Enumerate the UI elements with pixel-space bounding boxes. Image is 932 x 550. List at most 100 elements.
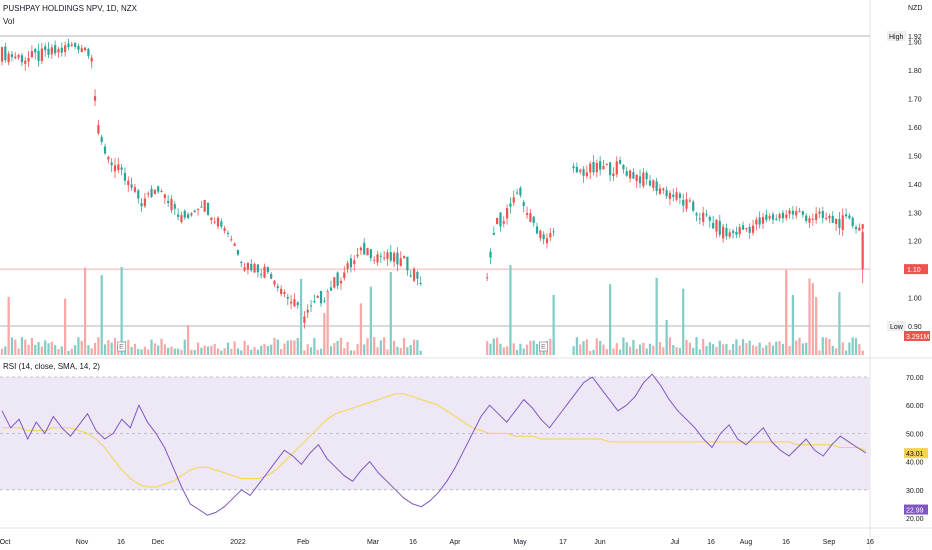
candle-body [17,54,20,58]
candle-body [409,275,412,277]
volume-bar [246,344,250,355]
candle-body [708,216,711,221]
volume-badge-label: 3.291M [906,334,930,341]
candle-body [675,192,678,200]
volume-bar [393,340,396,355]
volume-bar [210,345,213,355]
candle-body [628,170,632,179]
candle-body [685,199,688,209]
volume-bar [648,343,652,355]
volume-bar [844,350,848,355]
volume-bar [612,348,615,355]
volume-bar [216,348,220,355]
candle-body [273,280,276,285]
volume-bar [861,350,864,355]
rsi-tick-label: 50.00 [906,431,924,438]
candle-body [160,190,163,192]
volume-bar [695,337,698,355]
candle-body [808,218,811,223]
candle-body [30,51,34,58]
volume-bar [113,337,117,355]
rsi-badge [904,504,928,515]
volume-bar [173,348,176,355]
volume-bar [486,341,489,355]
price-axis[interactable]: 1.90 1.80 1.70 1.60 1.50 1.40 1.30 1.20 1.00 0.90… [887,5,930,341]
candle-body [609,162,612,176]
volume-bar [260,345,263,355]
candle-body [120,167,123,170]
candle-body [213,221,216,223]
rsi-tick-label: 60.00 [906,403,924,410]
candle-body [133,187,137,192]
candle-body [4,46,7,61]
candle-body [210,217,213,221]
candle-body [788,210,791,214]
rsi-line [1,373,867,516]
candle-body [167,200,170,203]
candle-body [542,234,545,240]
volume-bar [765,345,768,355]
candle-body [525,213,529,215]
volume-bar [828,338,831,355]
volume-bar [316,349,319,355]
candle-body [333,277,336,288]
volume-bar [163,344,166,355]
volume-bar [319,348,323,355]
candle-body [349,258,353,268]
candle-body [698,218,701,220]
candle-body [110,162,113,166]
volume-bar [366,338,369,355]
volume-bar [230,348,233,355]
candle-body [712,222,715,229]
volume-bar [193,349,196,355]
volume-bar [785,270,788,355]
volume-bar [213,343,216,355]
volume-bar [133,343,137,355]
candle-body [293,299,296,307]
candle-body [406,256,409,271]
volume-bar [731,344,735,355]
candle-body [718,220,721,235]
rsi-pane[interactable] [0,373,870,516]
candle-body [243,267,246,271]
volume-bar [100,275,103,355]
candle-body [775,218,778,220]
volume-bar [167,347,170,355]
candle-body [499,212,502,227]
volume-bar [658,342,662,355]
volume-bar [818,350,821,355]
volume-bar [718,340,721,355]
rsi-axis[interactable]: 70.00 60.00 50.00 40.00 30.00 20.00 43.01 22.99 [904,375,928,523]
candle-body [595,162,598,173]
volume-bar [791,295,794,355]
volume-bar [83,267,87,355]
volume-bar [592,349,595,355]
candle-body [579,169,582,172]
time-axis[interactable]: Oct Nov 16 Dec 2022 Feb Mar 16 Apr May 17 Jun Jul 16 A… [0,539,874,546]
volume-bar [60,346,63,355]
candle-body [545,238,549,244]
rsi-tick-label: 20.00 [906,516,924,523]
volume-bar [107,340,110,355]
candle-body [20,55,24,63]
volume-bar [34,344,37,355]
candle-body [359,247,362,251]
price-tick-label: 1.20 [908,239,922,246]
candle-body [549,233,552,238]
volume-bar [313,337,316,355]
volume-bar [250,349,253,355]
candle-body [502,221,505,224]
candle-body [54,45,57,54]
volume-bar [515,349,519,355]
volume-bar [10,337,14,355]
candle-body [851,217,854,227]
volume-bar [672,345,675,355]
volume-bar [805,342,808,355]
volume-bar [376,347,379,355]
volume-bar [688,342,691,355]
candle-body [117,164,120,170]
volume-bar [406,347,409,355]
candle-body [645,172,648,180]
candle-body [635,174,638,182]
